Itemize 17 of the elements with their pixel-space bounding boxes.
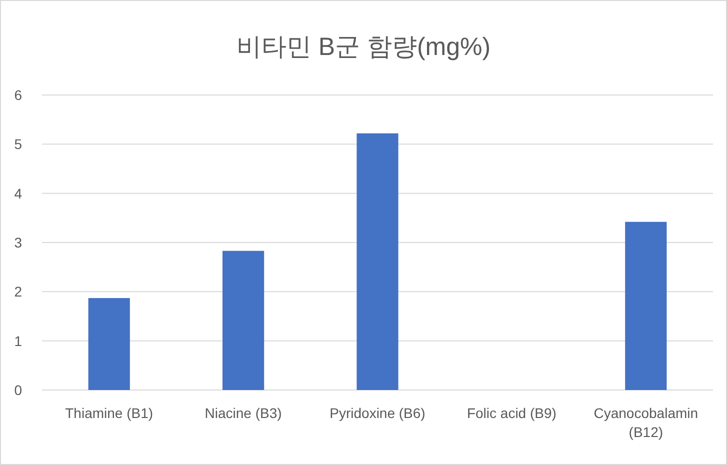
y-tick-label: 2 xyxy=(14,284,22,300)
x-tick-label: Thiamine (B1) xyxy=(65,405,154,421)
y-tick-label: 1 xyxy=(14,332,22,349)
x-tick-label: Niacine (B3) xyxy=(204,405,282,421)
y-tick-label: 4 xyxy=(14,185,22,202)
x-tick-label: Pyridoxine (B6) xyxy=(330,405,426,421)
bar xyxy=(222,250,264,390)
bar xyxy=(356,133,398,390)
x-tick-label: Folic acid (B9) xyxy=(466,405,556,421)
bar xyxy=(625,222,667,390)
y-tick-label: 0 xyxy=(14,382,22,398)
chart-title: 비타민 B군 함량(mg%) xyxy=(236,33,491,61)
x-tick-label: Cyanocobalamin (B12) xyxy=(594,405,698,440)
bar xyxy=(88,298,130,390)
y-tick-label: 3 xyxy=(14,234,22,250)
y-tick-label: 6 xyxy=(14,87,22,103)
y-tick-label: 5 xyxy=(14,136,22,152)
